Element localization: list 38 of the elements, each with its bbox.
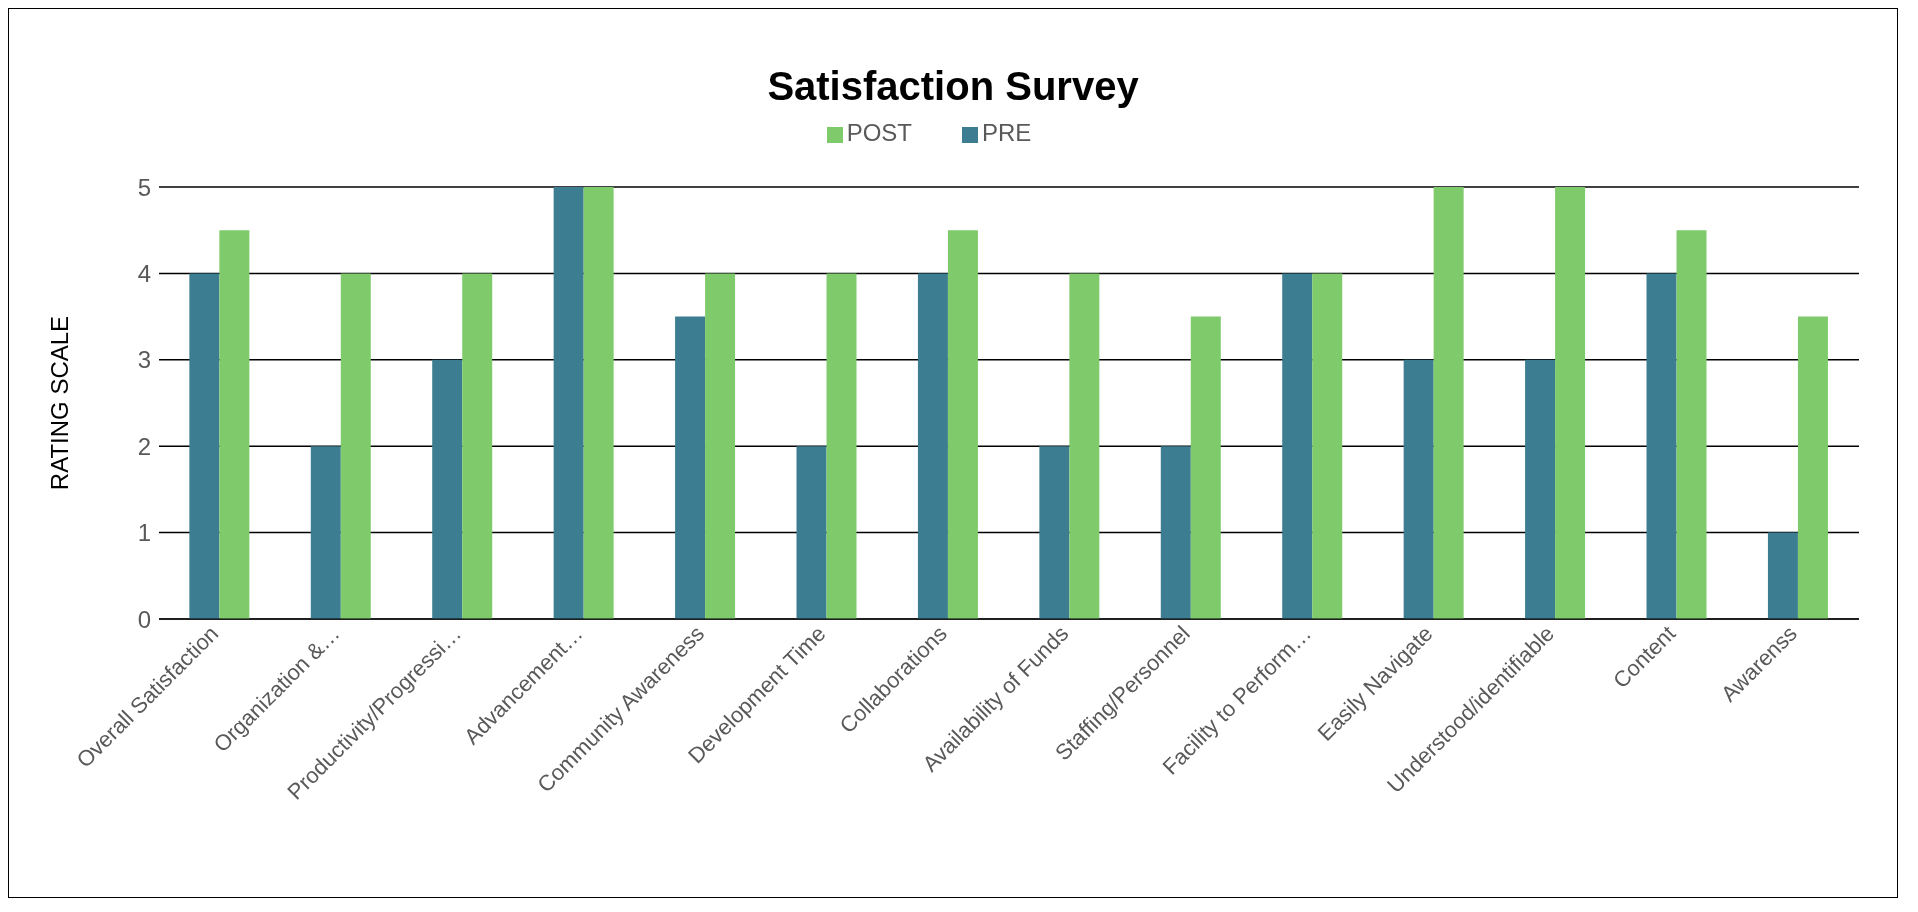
bar [1646, 273, 1677, 619]
bar [1160, 446, 1191, 619]
bar [219, 230, 250, 619]
chart-title: Satisfaction Survey [766, 64, 1140, 109]
bar [917, 273, 948, 619]
bar [1797, 316, 1828, 619]
y-tick-label: 2 [137, 432, 151, 460]
bar [583, 187, 614, 619]
bar [462, 273, 493, 619]
bar [1039, 446, 1070, 619]
bar [310, 446, 341, 619]
y-tick-label: 1 [137, 519, 151, 547]
bar [1282, 273, 1313, 619]
y-tick-label: 0 [137, 605, 151, 633]
bar [705, 273, 736, 619]
bar [553, 187, 584, 619]
bar [1767, 532, 1798, 619]
bar [1190, 316, 1221, 619]
bar [826, 273, 857, 619]
bar [1403, 359, 1434, 619]
legend-label: PRE [981, 119, 1032, 146]
bar [796, 446, 827, 619]
bar [1069, 273, 1100, 619]
y-tick-label: 5 [137, 173, 151, 201]
y-axis-title: RATING SCALE [45, 315, 73, 491]
bar [1433, 187, 1464, 619]
bar [340, 273, 371, 619]
bar [189, 273, 220, 619]
bar [1312, 273, 1343, 619]
bar [432, 359, 463, 619]
bar [675, 316, 706, 619]
bar [1676, 230, 1707, 619]
y-tick-label: 3 [137, 346, 151, 374]
y-tick-label: 4 [137, 259, 151, 287]
bar [947, 230, 978, 619]
legend-label: POST [846, 119, 912, 146]
bar [1525, 359, 1556, 619]
bar [1555, 187, 1586, 619]
